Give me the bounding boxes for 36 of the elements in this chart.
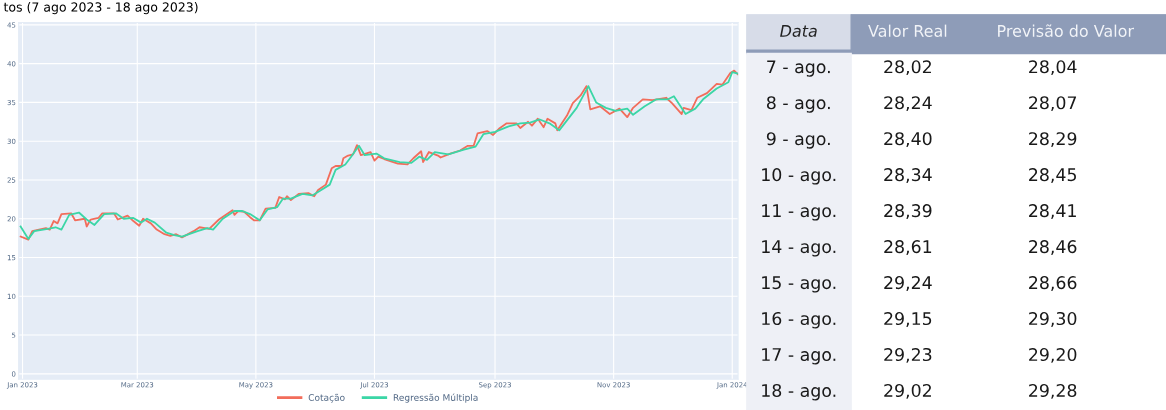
data-label: 29,20 <box>1029 347 1077 363</box>
data-label: 28,04 <box>1029 60 1077 76</box>
data-label: 29,15 <box>884 311 932 327</box>
category-label: 7 - ago. <box>767 60 830 77</box>
category-label: 9 - ago. <box>766 132 830 149</box>
category-label: 14 - ago. <box>762 240 836 257</box>
data-label: 28,07 <box>1029 96 1077 112</box>
category-label: 18 - ago. <box>762 383 836 401</box>
data-label: 28,24 <box>884 96 932 112</box>
data-label: 29,02 <box>884 383 931 399</box>
legend-label: Cotação <box>308 393 345 403</box>
data-label: 29,23 <box>884 347 932 363</box>
legend-label: Regressão Múltipla <box>393 393 478 403</box>
data-label: 29,30 <box>1029 311 1077 327</box>
category-label: 17 - ago. <box>762 348 836 365</box>
category-label: 10 - ago. <box>762 168 836 185</box>
category-label: 8 - ago. <box>766 96 830 113</box>
data-label: 29,24 <box>884 276 932 291</box>
chart-title: tos (7 ago 2023 - 18 ago 2023) <box>3 2 198 15</box>
category-label: 16 - ago. <box>762 311 836 329</box>
data-label: 28,45 <box>1029 168 1076 184</box>
data-label: 28,61 <box>884 240 932 255</box>
data-label: 28,02 <box>884 60 931 76</box>
data-label: 28,41 <box>1029 204 1076 219</box>
data-label: 28,46 <box>1029 240 1077 255</box>
text: Data <box>780 25 817 37</box>
data-label: 28,39 <box>884 204 932 219</box>
category-label: 15 - ago. <box>762 276 836 293</box>
category-label: 11 - ago. <box>762 204 836 221</box>
data-label: 28,66 <box>1029 276 1077 291</box>
data-label: 28,29 <box>1029 132 1077 148</box>
text: Valor Real <box>868 24 947 37</box>
data-label: 29,28 <box>1029 383 1077 399</box>
data-label: 28,40 <box>884 132 932 148</box>
text: Previsão do Valor <box>998 24 1134 37</box>
data-label: 28,34 <box>884 168 932 184</box>
